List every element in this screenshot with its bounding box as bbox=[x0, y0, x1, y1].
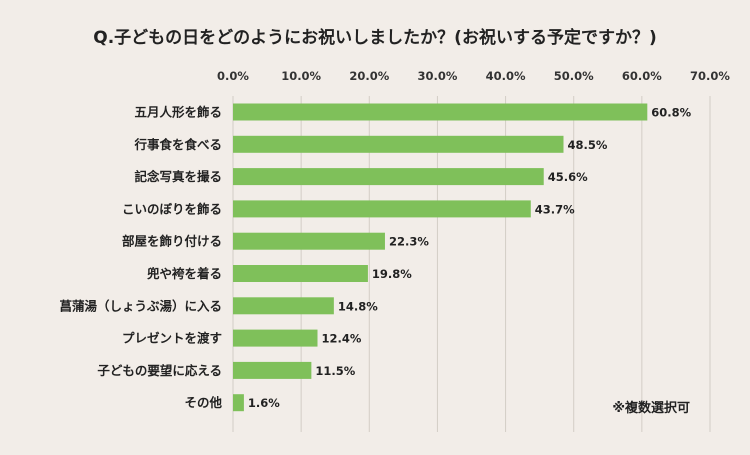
category-label: 五月人形を飾る bbox=[134, 105, 222, 120]
x-tick-label: 30.0% bbox=[417, 69, 457, 83]
category-label: こいのぼりを飾る bbox=[122, 201, 222, 216]
bar bbox=[233, 329, 318, 347]
x-tick-label: 70.0% bbox=[690, 69, 730, 83]
value-label: 14.8% bbox=[338, 299, 378, 313]
x-tick-label: 50.0% bbox=[554, 69, 594, 83]
x-axis-ticks: 0.0% 10.0% 20.0% 30.0% 40.0% 50.0% 60.0% 70.0% bbox=[217, 69, 730, 83]
category-label: 兜や袴を着る bbox=[147, 266, 222, 281]
category-label: 菖蒲湯（しょうぶ湯）に入る bbox=[59, 298, 222, 313]
bar bbox=[233, 297, 334, 315]
value-label: 12.4% bbox=[321, 332, 361, 346]
category-labels: 五月人形を飾る行事食を食べる記念写真を撮るこいのぼりを飾る部屋を飾り付ける兜や袴… bbox=[59, 105, 222, 411]
bar bbox=[233, 232, 385, 250]
bar bbox=[233, 361, 312, 379]
value-label: 11.5% bbox=[315, 364, 355, 378]
bar bbox=[233, 200, 531, 218]
category-label: 行事食を食べる bbox=[133, 137, 222, 152]
chart-title: Q.子どもの日をどのようにお祝いしましたか？(お祝いする予定ですか？) bbox=[93, 27, 656, 48]
multiple-choice-note: ※複数選択可 bbox=[612, 400, 690, 416]
value-labels: 60.8% 48.5% 45.6% 43.7% 22.3% 19.8% 14.8% 12.4%… bbox=[248, 106, 692, 411]
bar bbox=[233, 394, 244, 412]
category-label: その他 bbox=[184, 395, 222, 410]
bar bbox=[233, 135, 564, 153]
value-label: 22.3% bbox=[389, 235, 429, 249]
x-tick-label: 10.0% bbox=[281, 69, 321, 83]
category-label: 部屋を飾り付ける bbox=[122, 234, 222, 249]
category-label: 記念写真を撮る bbox=[134, 169, 222, 184]
category-label: プレゼントを渡す bbox=[122, 331, 222, 346]
category-label: 子どもの要望に応える bbox=[97, 363, 222, 378]
value-label: 60.8% bbox=[651, 106, 691, 120]
bar bbox=[233, 103, 648, 121]
value-label: 48.5% bbox=[567, 138, 607, 152]
value-label: 19.8% bbox=[372, 267, 412, 281]
value-label: 43.7% bbox=[535, 202, 575, 216]
value-label: 45.6% bbox=[548, 170, 588, 184]
bar bbox=[233, 168, 544, 186]
x-tick-label: 20.0% bbox=[349, 69, 389, 83]
bars bbox=[233, 103, 648, 412]
x-tick-label: 0.0% bbox=[217, 69, 249, 83]
x-tick-label: 60.0% bbox=[622, 69, 662, 83]
x-tick-label: 40.0% bbox=[486, 69, 526, 83]
bar bbox=[233, 265, 368, 282]
value-label: 1.6% bbox=[248, 396, 280, 410]
